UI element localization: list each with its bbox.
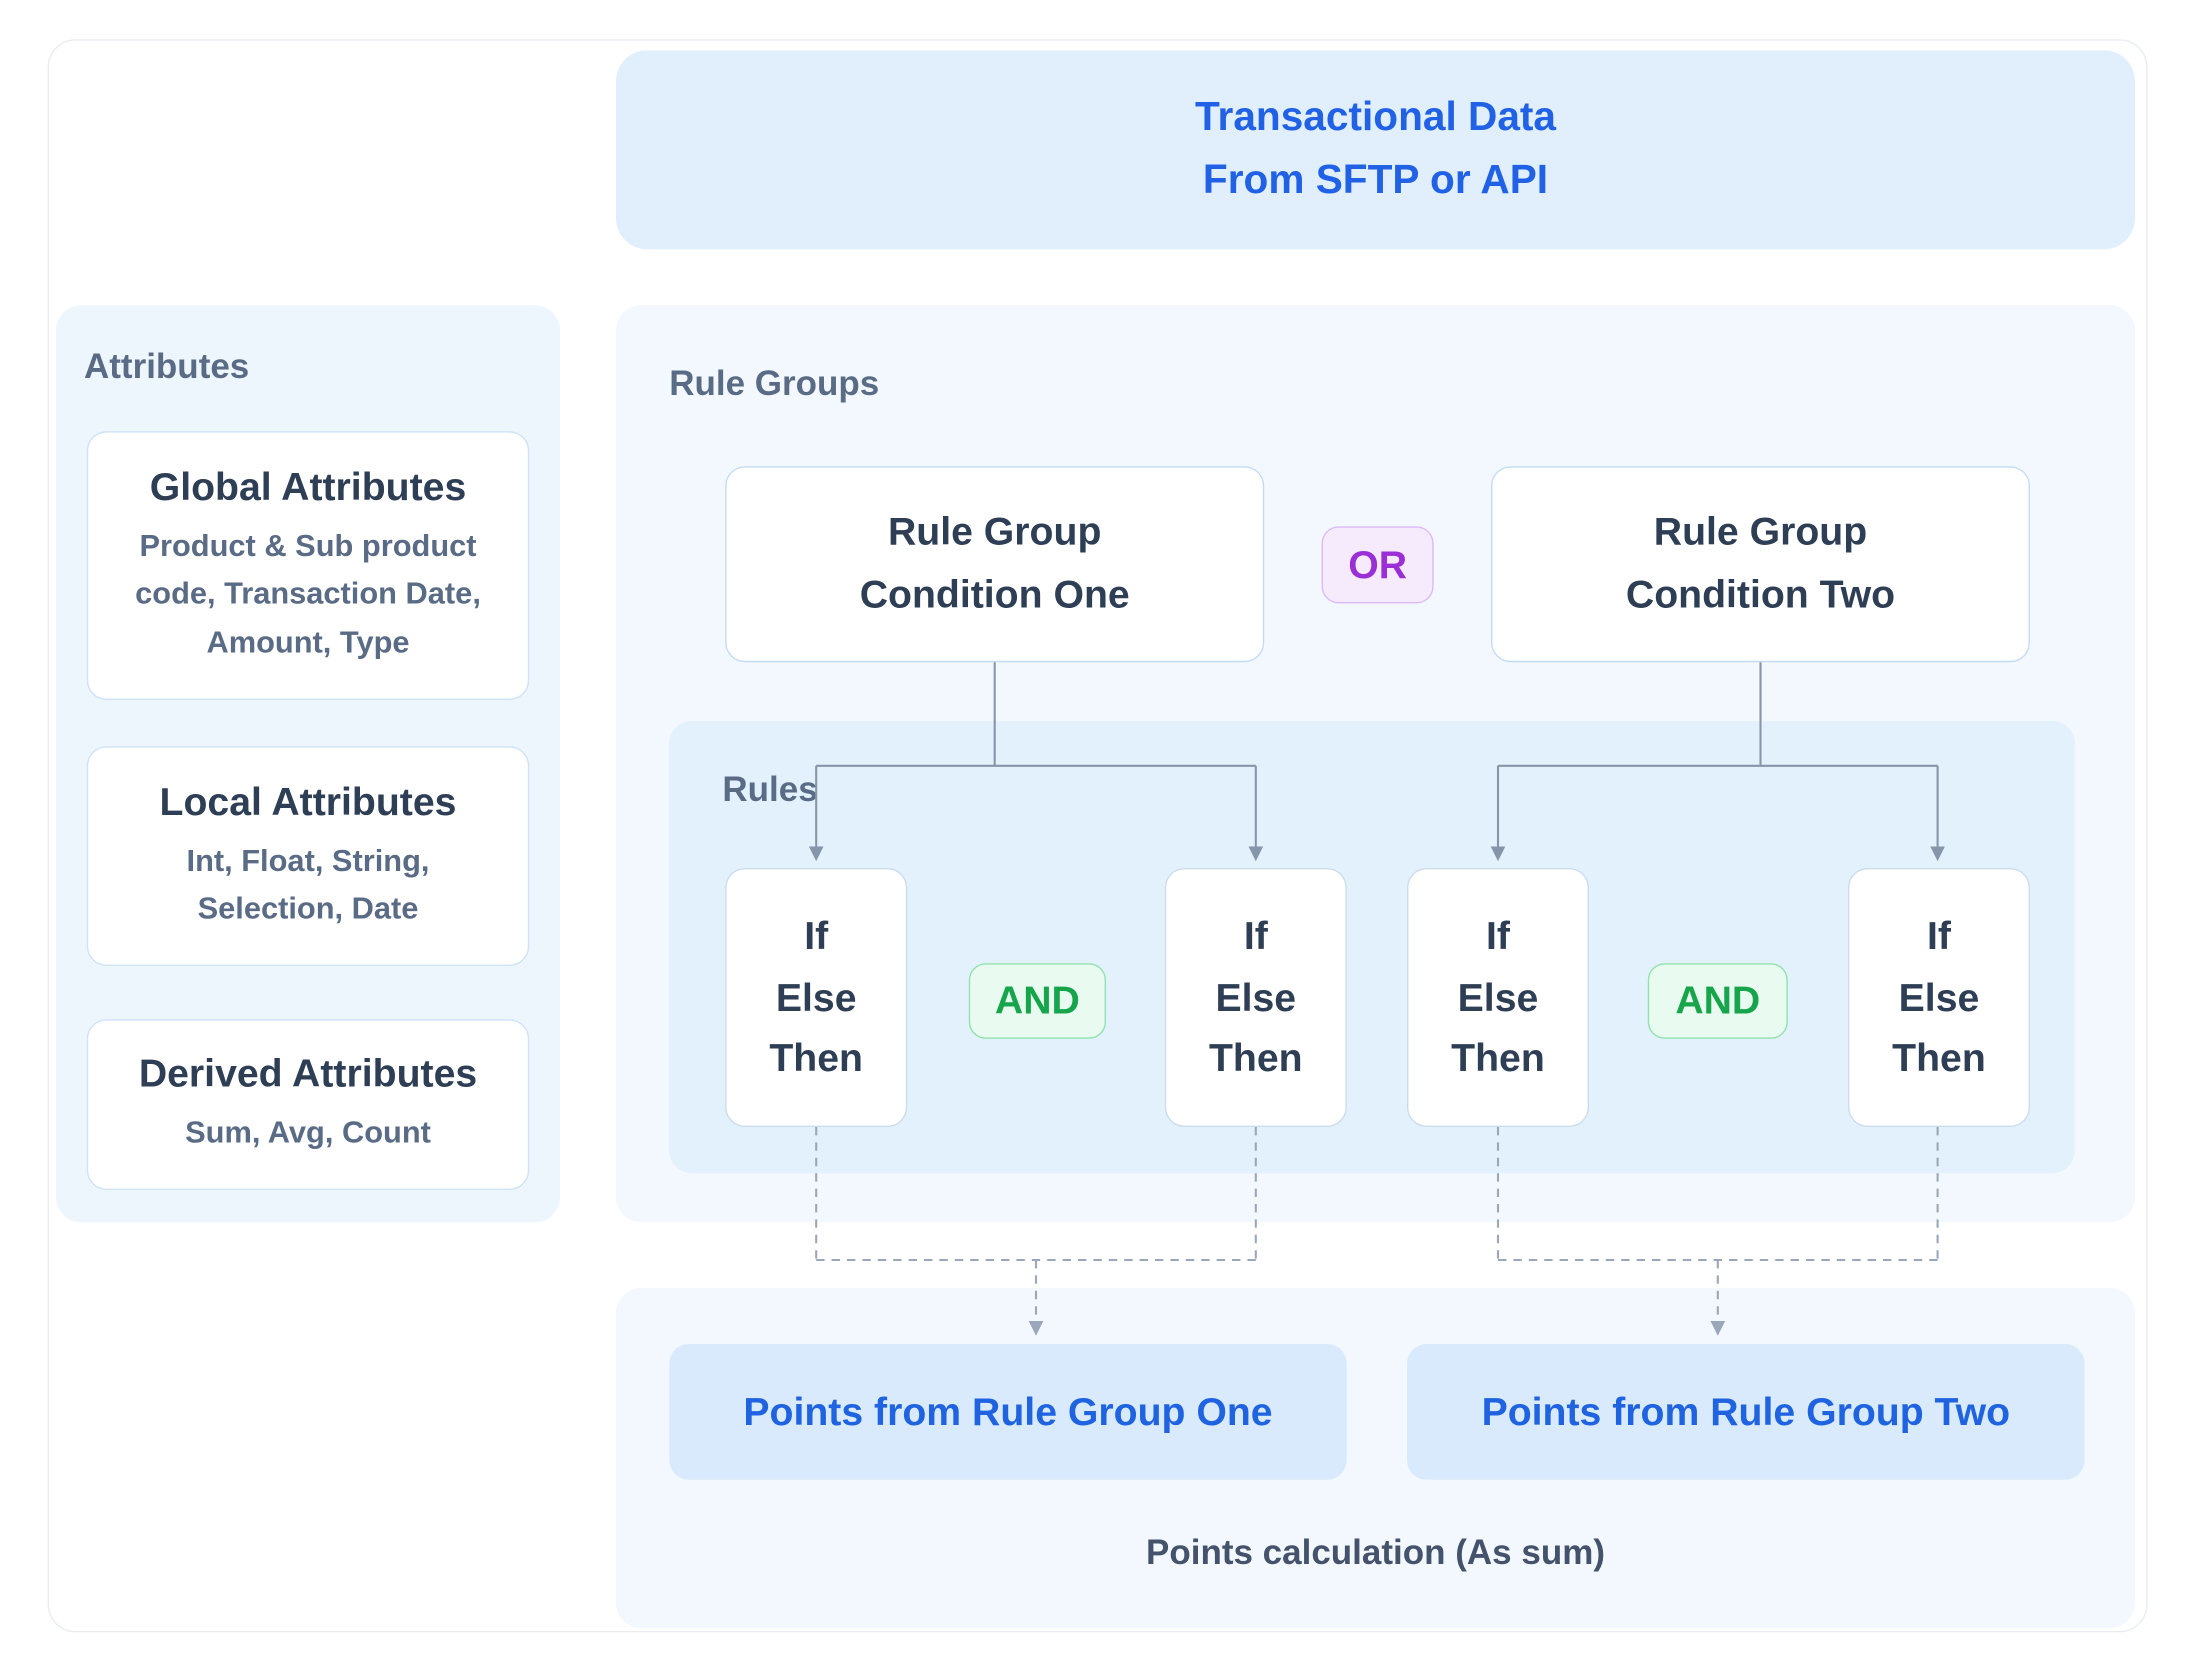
derived-attributes-body: Sum, Avg, Count <box>185 1115 431 1151</box>
transactional-data-banner: Transactional Data From SFTP or API <box>616 50 2135 250</box>
points-rule-group-two-box: Points from Rule Group Two <box>1407 1344 2085 1480</box>
local-attributes-title: Local Attributes <box>159 779 457 824</box>
global-attributes-card: Global Attributes Product & Sub product … <box>86 431 530 700</box>
rule-group-one-line-1: Rule Group <box>887 509 1102 554</box>
global-attributes-title: Global Attributes <box>149 465 467 509</box>
if-else-then-box-3: If Else Then <box>1407 868 1589 1127</box>
if-else-then-box-4: If Else Then <box>1848 868 2030 1127</box>
and-badge-1: AND <box>968 963 1106 1039</box>
derived-attributes-card: Derived Attributes Sum, Avg, Count <box>86 1019 530 1190</box>
points-rule-group-one-box: Points from Rule Group One <box>669 1344 1347 1480</box>
rule-group-two-line-1: Rule Group <box>1653 509 1868 554</box>
rule-group-one-line-2: Condition One <box>859 572 1130 616</box>
or-badge: OR <box>1321 526 1434 604</box>
then-line: Then <box>769 1036 864 1081</box>
banner-line-2: From SFTP or API <box>1202 158 1549 203</box>
if-else-then-box-2: If Else Then <box>1164 868 1347 1127</box>
then-line: Then <box>1451 1036 1545 1081</box>
then-line: Then <box>1892 1036 1986 1081</box>
global-attributes-body: Product & Sub product code, Transaction … <box>135 528 481 659</box>
local-attributes-card: Local Attributes Int, Float, String, Sel… <box>86 746 530 966</box>
if-line: If <box>1243 913 1268 957</box>
if-line: If <box>1486 913 1510 957</box>
banner-line-1: Transactional Data <box>1194 95 1557 141</box>
else-line: Else <box>1215 975 1297 1019</box>
rules-label: Rules <box>722 770 818 810</box>
else-line: Else <box>1898 975 1980 1019</box>
and-badge-2: AND <box>1647 963 1788 1039</box>
local-attributes-body: Int, Float, String, Selection, Date <box>186 842 430 926</box>
derived-attributes-title: Derived Attributes <box>138 1052 478 1096</box>
if-line: If <box>1927 913 1951 957</box>
then-line: Then <box>1208 1036 1303 1081</box>
if-line: If <box>804 913 829 957</box>
rule-groups-label: Rule Groups <box>669 364 880 404</box>
else-line: Else <box>1457 975 1539 1019</box>
points-calculation-caption: Points calculation (As sum) <box>1146 1533 1605 1573</box>
attributes-label: Attributes <box>84 347 250 387</box>
rule-group-two-line-2: Condition Two <box>1625 572 1896 616</box>
else-line: Else <box>775 975 857 1019</box>
if-else-then-box-1: If Else Then <box>725 868 908 1127</box>
rule-group-condition-one-box: Rule Group Condition One <box>725 466 1265 663</box>
rule-group-condition-two-box: Rule Group Condition Two <box>1491 466 2030 663</box>
